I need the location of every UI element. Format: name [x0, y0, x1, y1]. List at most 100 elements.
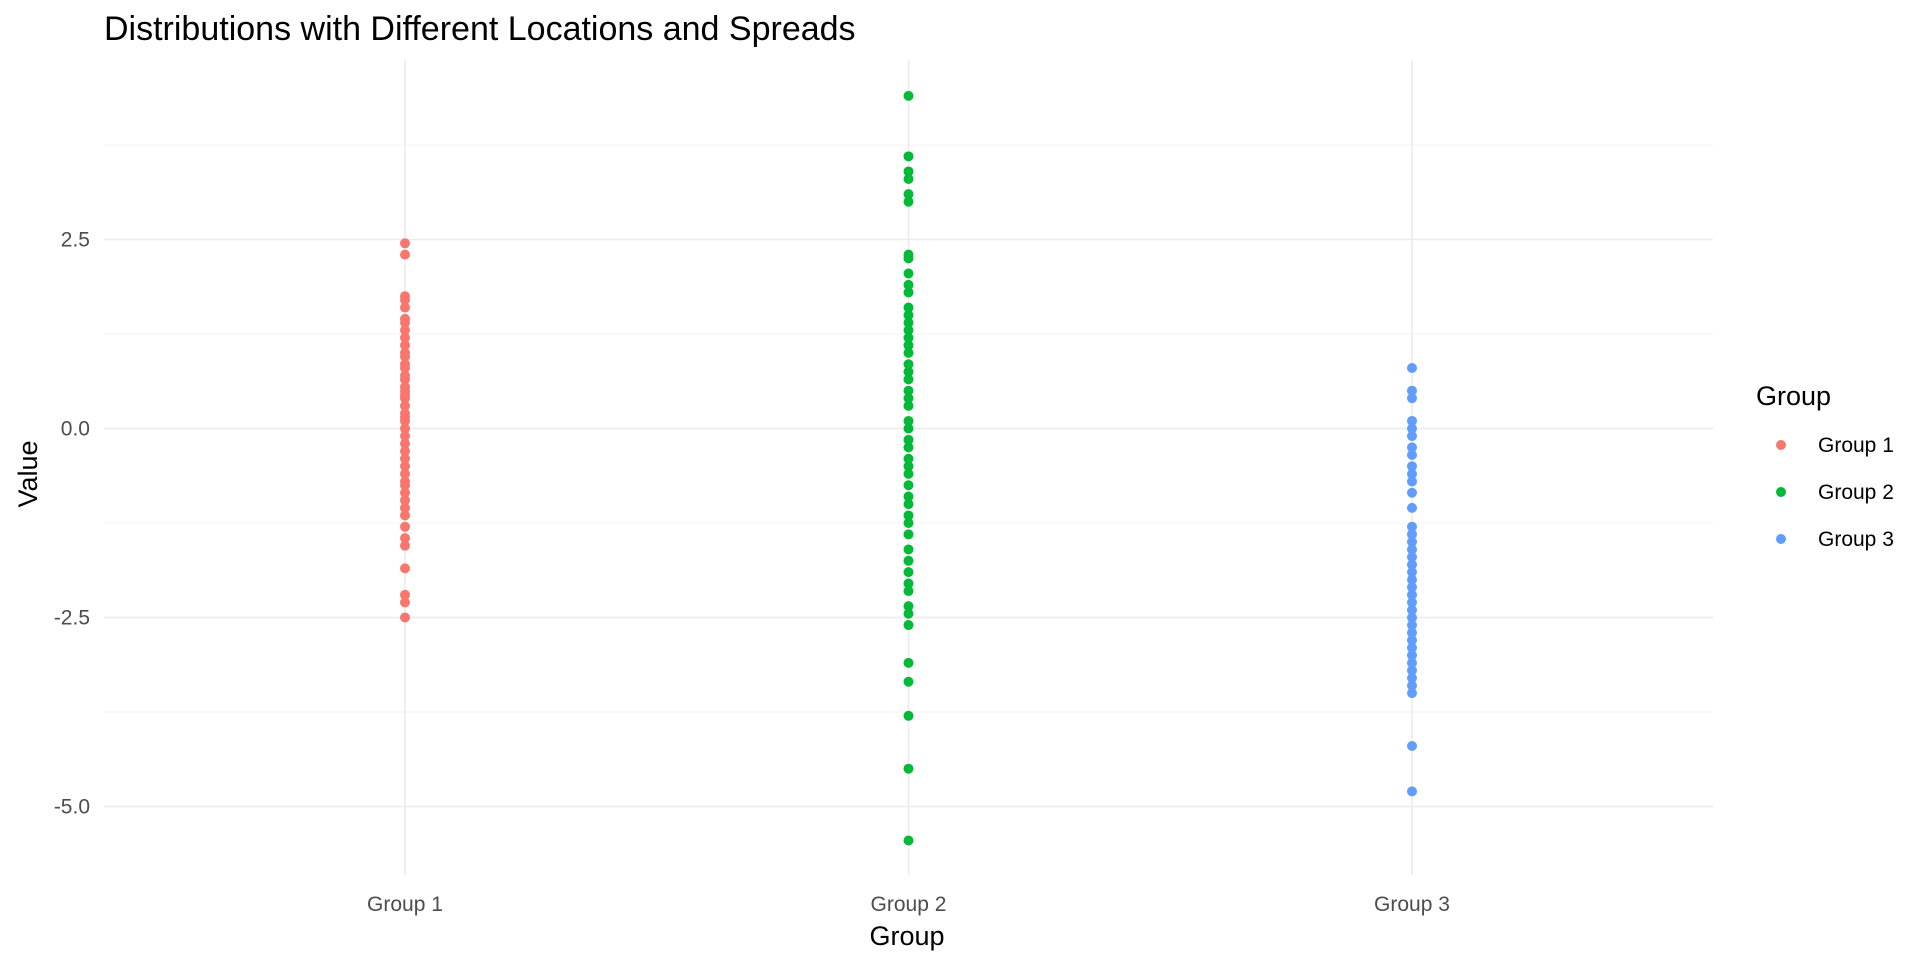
data-point [400, 415, 410, 426]
series-2 [903, 90, 914, 846]
legend-title: Group [1756, 381, 1831, 411]
y-axis-ticks: 2.5 0.0 -2.5 -5.0 [54, 229, 90, 819]
data-point [903, 423, 914, 434]
legend-key-dot [1776, 440, 1786, 450]
data-point [903, 601, 914, 612]
data-point [400, 238, 410, 249]
x-axis-ticks: Group 1 Group 2 Group 3 [367, 893, 1450, 916]
data-point [903, 510, 914, 521]
data-point [400, 393, 410, 404]
data-point [400, 461, 410, 472]
data-point [903, 480, 914, 491]
y-axis-title: Value [13, 440, 43, 507]
data-point [903, 393, 914, 404]
data-point [400, 468, 410, 479]
data-point [1407, 442, 1417, 453]
data-point [903, 491, 914, 502]
legend-label: Group 2 [1818, 481, 1894, 504]
data-point [903, 499, 914, 510]
data-point [903, 442, 914, 453]
legend-label: Group 3 [1818, 528, 1894, 551]
data-point [1407, 521, 1417, 532]
data-point [903, 453, 914, 464]
data-point [903, 268, 914, 279]
x-tick-label: Group 3 [1374, 893, 1450, 916]
data-point [400, 597, 410, 608]
data-point [1407, 582, 1417, 593]
data-point [903, 174, 914, 185]
data-point [903, 253, 914, 264]
data-point [903, 657, 914, 668]
data-point [400, 563, 410, 574]
data-point [903, 359, 914, 370]
data-point [400, 249, 410, 260]
data-point [903, 763, 914, 774]
data-point [1407, 544, 1417, 555]
data-point [903, 302, 914, 313]
x-tick-label: Group 1 [367, 893, 443, 916]
series-3 [1407, 363, 1417, 797]
data-point [903, 586, 914, 597]
data-point [903, 676, 914, 687]
data-point [903, 468, 914, 479]
data-point [1407, 363, 1417, 374]
data-point [400, 431, 410, 442]
data-point [1407, 431, 1417, 442]
data-point [903, 620, 914, 631]
data-point [1407, 612, 1417, 623]
data-point [1407, 393, 1417, 404]
data-point [1407, 680, 1417, 691]
data-point [903, 400, 914, 411]
data-point [1407, 665, 1417, 676]
data-point [1407, 552, 1417, 563]
data-point [903, 374, 914, 385]
data-point [400, 332, 410, 343]
data-point [1407, 461, 1417, 472]
data-point [1407, 688, 1417, 699]
data-point [903, 332, 914, 343]
y-tick-label: 0.0 [61, 418, 90, 441]
data-point [1407, 786, 1417, 797]
data-point [1407, 589, 1417, 600]
data-point [400, 317, 410, 328]
data-point [903, 317, 914, 328]
legend-key-dot [1776, 487, 1786, 497]
data-point [400, 374, 410, 385]
data-point [903, 835, 914, 846]
data-point [1407, 476, 1417, 487]
data-point [1407, 635, 1417, 646]
data-point [1407, 642, 1417, 653]
series-1 [400, 238, 410, 623]
data-point [903, 310, 914, 321]
data-point [1407, 672, 1417, 683]
data-point [903, 544, 914, 555]
data-point [400, 423, 410, 434]
data-point [1407, 741, 1417, 752]
data-point [400, 438, 410, 449]
data-point [903, 340, 914, 351]
data-point [400, 351, 410, 362]
data-point [1407, 449, 1417, 460]
data-point [903, 608, 914, 619]
data-point [400, 453, 410, 464]
data-point [903, 710, 914, 721]
data-point [1407, 385, 1417, 396]
data-point [903, 518, 914, 528]
points-layer [400, 90, 1417, 846]
x-tick-label: Group 2 [871, 893, 947, 916]
data-point [400, 533, 410, 544]
data-point [903, 325, 914, 336]
data-point [903, 555, 914, 566]
data-point [1407, 574, 1417, 585]
data-point [1407, 567, 1417, 578]
data-point [400, 325, 410, 336]
data-point [1407, 536, 1417, 547]
data-point [1407, 597, 1417, 608]
data-point [400, 540, 410, 551]
data-point [1407, 529, 1417, 540]
data-point [903, 415, 914, 426]
data-point [400, 302, 410, 313]
data-point [1407, 620, 1417, 631]
data-point [903, 279, 914, 290]
data-point [400, 487, 410, 498]
